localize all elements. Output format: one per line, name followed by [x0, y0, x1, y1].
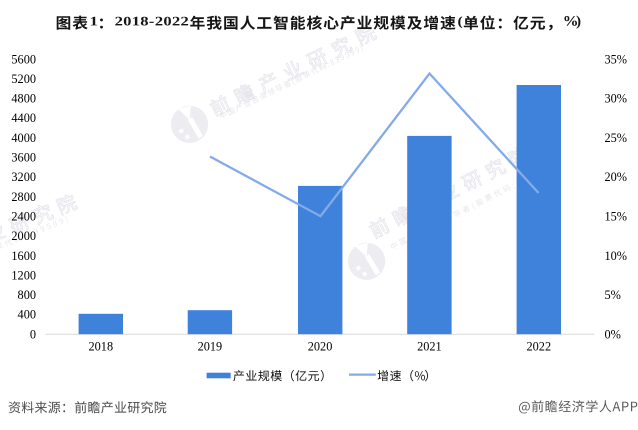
- svg-text:2000: 2000: [11, 229, 36, 243]
- svg-text:2018: 2018: [89, 339, 114, 353]
- svg-text:2019: 2019: [198, 339, 223, 353]
- svg-text:400: 400: [18, 308, 36, 322]
- svg-text:2021: 2021: [417, 339, 442, 353]
- svg-text:4800: 4800: [11, 92, 36, 106]
- svg-text:1200: 1200: [11, 268, 36, 282]
- svg-text:5200: 5200: [11, 72, 36, 86]
- svg-text:35%: 35%: [605, 52, 628, 66]
- svg-text:4000: 4000: [11, 131, 36, 145]
- svg-text:800: 800: [18, 288, 36, 302]
- svg-text:4400: 4400: [11, 111, 36, 125]
- svg-text:25%: 25%: [605, 131, 628, 145]
- svg-text:2400: 2400: [11, 210, 36, 224]
- svg-text:2020: 2020: [308, 339, 333, 353]
- svg-text:3600: 3600: [11, 151, 36, 165]
- svg-text:2022: 2022: [527, 339, 552, 353]
- svg-text:2800: 2800: [11, 190, 36, 204]
- svg-text:1600: 1600: [11, 249, 36, 263]
- svg-text:0%: 0%: [605, 327, 621, 341]
- svg-text:20%: 20%: [605, 170, 628, 184]
- svg-text:0: 0: [30, 327, 36, 341]
- svg-text:10%: 10%: [605, 249, 628, 263]
- svg-text:3200: 3200: [11, 170, 36, 184]
- svg-text:5%: 5%: [605, 288, 621, 302]
- svg-text:30%: 30%: [605, 92, 628, 106]
- svg-text:5600: 5600: [11, 52, 36, 66]
- svg-text:15%: 15%: [605, 210, 628, 224]
